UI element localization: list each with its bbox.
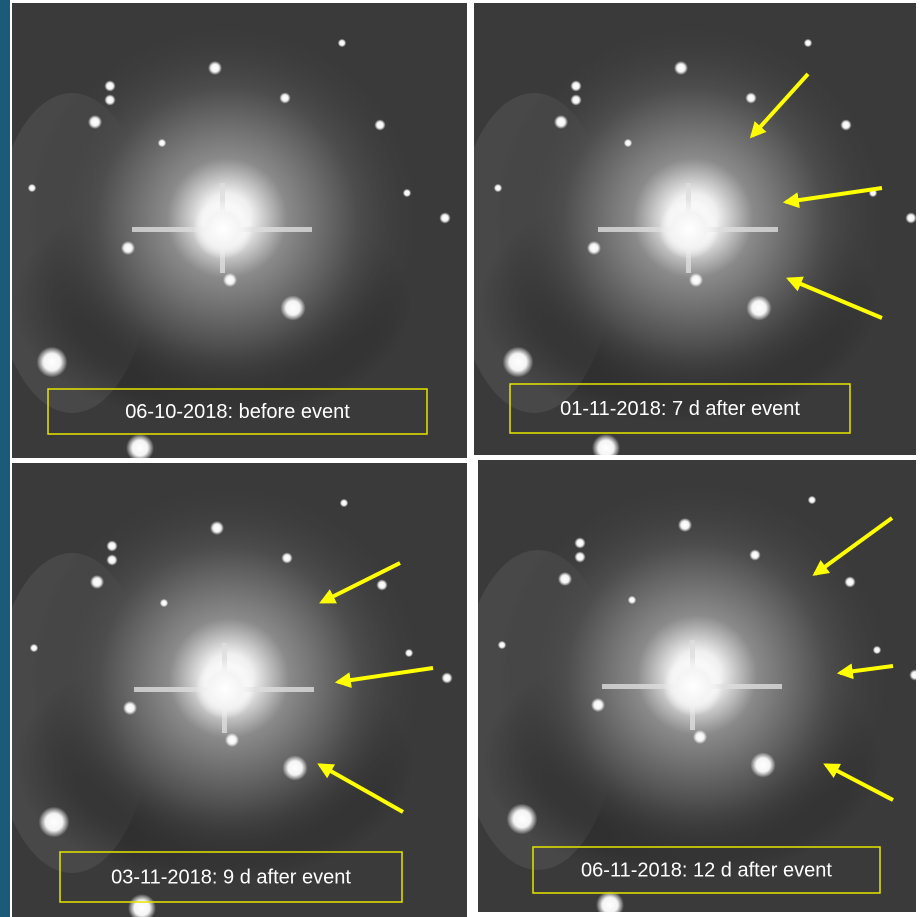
star (674, 61, 688, 75)
star (225, 733, 239, 747)
star (746, 295, 771, 320)
star (873, 646, 881, 654)
star (844, 576, 855, 587)
star (749, 549, 760, 560)
star (439, 212, 450, 223)
star (28, 184, 36, 192)
star (624, 139, 632, 147)
star (282, 755, 307, 780)
star (104, 94, 115, 105)
star (808, 496, 816, 504)
image-panel: 03-11-2018: 9 d after event (0, 463, 467, 917)
star (106, 540, 117, 551)
star (223, 273, 237, 287)
panel-label: 01-11-2018: 7 d after event (560, 398, 800, 420)
star (158, 139, 166, 147)
star (208, 61, 222, 75)
star (106, 554, 117, 565)
image-panel: 06-11-2018: 12 d after event (458, 460, 920, 917)
star (804, 39, 812, 47)
star (123, 701, 137, 715)
panel-label: 03-11-2018: 9 d after event (111, 866, 351, 888)
star (750, 752, 775, 777)
page: 06-10-2018: before event 01-11-2018: 7 d … (0, 0, 920, 917)
side-strip (0, 0, 10, 917)
star (591, 698, 605, 712)
star (374, 119, 385, 130)
bright-star (659, 199, 719, 259)
panel-content (454, 3, 917, 462)
star (507, 804, 538, 835)
panel-content (0, 3, 467, 462)
star (554, 115, 568, 129)
panel-label: 06-10-2018: before event (125, 401, 350, 423)
star (280, 295, 305, 320)
star (574, 537, 585, 548)
star (403, 189, 411, 197)
star (39, 807, 70, 838)
star (745, 92, 756, 103)
star (104, 80, 115, 91)
bright-star (195, 659, 255, 719)
star (126, 434, 154, 462)
star (210, 521, 224, 535)
star (340, 499, 348, 507)
star (494, 184, 502, 192)
star (689, 273, 703, 287)
panel-label: 06-11-2018: 12 d after event (581, 859, 832, 881)
star (570, 80, 581, 91)
star (281, 552, 292, 563)
star (628, 596, 636, 604)
star (587, 241, 601, 255)
star (840, 119, 851, 130)
image-panel: 01-11-2018: 7 d after event (454, 3, 917, 462)
star (30, 644, 38, 652)
star (405, 649, 413, 657)
star (498, 641, 506, 649)
star (558, 572, 572, 586)
star (503, 347, 534, 378)
star (693, 730, 707, 744)
panel-content (458, 460, 920, 917)
star (570, 94, 581, 105)
star (160, 599, 168, 607)
star (905, 212, 916, 223)
star (121, 241, 135, 255)
star (88, 115, 102, 129)
star (37, 347, 68, 378)
bright-star (193, 199, 253, 259)
star (574, 551, 585, 562)
star (90, 575, 104, 589)
star (338, 39, 346, 47)
panel-content (0, 463, 467, 917)
star (441, 672, 452, 683)
figure: 06-10-2018: before event 01-11-2018: 7 d … (0, 0, 920, 917)
star (678, 518, 692, 532)
bright-star (663, 656, 723, 716)
image-panel: 06-10-2018: before event (0, 3, 467, 462)
star (376, 579, 387, 590)
star (279, 92, 290, 103)
